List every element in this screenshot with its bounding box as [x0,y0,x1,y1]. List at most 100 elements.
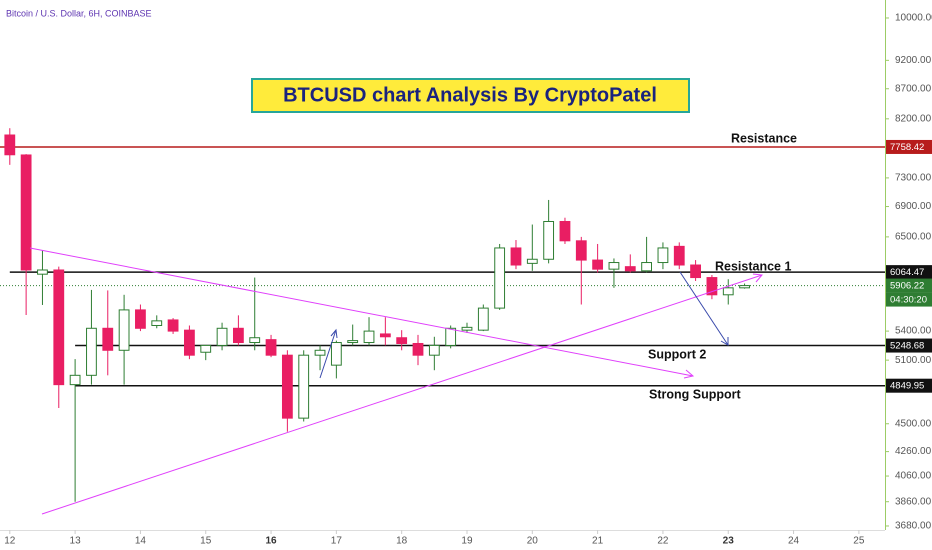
candle-body [265,339,277,356]
candle-body [575,240,587,261]
trend-arrow-head [752,273,763,283]
price-label: 5906.22 [890,281,924,292]
y-tick-label: 6900.00 [895,201,932,212]
x-tick-label: 18 [396,536,408,547]
candle-body [510,247,522,266]
candle-body [494,247,506,309]
x-tick-label: 24 [788,536,800,547]
y-tick-label: 3680.00 [895,521,932,532]
y-tick-label: 8200.00 [895,113,932,124]
annotation: Support 2 [648,347,706,361]
price-label: 7758.42 [890,142,924,153]
x-tick-label: 14 [135,536,147,547]
trend-line [41,274,763,515]
candle-body [135,309,146,329]
chart-title: BTCUSD chart Analysis By CryptoPatel [283,84,657,106]
candle-body [363,330,375,344]
x-tick-label: 25 [853,536,865,547]
symbol-label: Bitcoin / U.S. Dollar, 6H, COINBASE [6,8,152,18]
candle-body [37,269,48,275]
candle-body [200,344,212,353]
y-tick-label: 10000.00 [895,13,932,24]
x-tick-label: 19 [461,536,473,547]
candle-body [102,327,114,351]
x-tick-label: 17 [331,536,343,547]
x-tick-label: 12 [4,536,16,547]
candle-body [526,258,538,264]
x-tick-label: 16 [265,536,277,547]
trend-line [29,247,694,377]
candle-body [118,309,130,351]
y-tick-label: 3860.00 [895,496,932,507]
candle-body [396,337,408,344]
candle-body [673,245,685,266]
x-tick-label: 22 [657,536,669,547]
price-label: 4849.95 [890,381,924,392]
candle-body [477,307,489,331]
y-tick-label: 8700.00 [895,83,932,94]
candle-body [379,333,391,338]
candle-body [445,327,457,346]
candle-body [281,354,293,419]
candle-body [53,269,65,386]
candle-body [314,349,326,356]
arrow-head [330,328,338,339]
arrow-head [720,337,729,346]
candle-body [592,259,604,270]
y-tick-label: 4260.00 [895,446,932,457]
x-tick-label: 20 [527,536,539,547]
candle-body [412,342,424,356]
price-label: 6064.47 [890,267,924,278]
trend-arrow-head [683,369,695,379]
candle-body [151,320,163,326]
candle-body [298,354,310,419]
candle-body [347,340,359,344]
price-label-box [886,338,932,353]
candle-body [4,134,16,156]
y-tick-label: 9200.00 [895,55,932,66]
arrow [319,329,337,379]
candle-body [559,220,571,242]
y-tick-label: 4060.00 [895,471,932,482]
y-tick-label: 7300.00 [895,173,932,184]
x-tick-label: 15 [200,536,212,547]
x-tick-label: 21 [592,536,604,547]
candle-body [20,154,32,271]
candle-body [461,326,473,331]
candle-body [216,327,228,346]
candle-body [706,277,718,296]
candle-body [167,319,179,332]
y-tick-label: 4500.00 [895,418,932,429]
candle-body [543,220,555,260]
y-tick-label: 5100.00 [895,355,932,366]
candle-body [641,262,653,272]
candle-body [657,247,669,264]
candle-body [739,285,750,289]
candle-body [69,374,81,386]
arrow [679,271,729,346]
x-tick-label: 23 [723,536,735,547]
candle-body [232,327,244,344]
candle-body [722,287,734,296]
candle-body [428,344,440,356]
y-tick-label: 6500.00 [895,232,932,243]
plot [0,128,885,502]
countdown-box [886,292,932,307]
candle-body [690,264,701,279]
price-label-box [886,378,932,393]
title-box [251,78,690,113]
annotation: Strong Support [649,387,741,401]
candle-body [330,342,342,366]
candle-body [624,266,636,272]
price-label: 5248.68 [890,341,924,352]
y-tick-label: 5400.00 [895,326,932,337]
price-label-box [886,139,932,154]
candle-body [608,262,620,270]
x-tick-label: 13 [70,536,82,547]
candle-body [86,327,97,376]
price-label-box [886,265,932,280]
candle-body [184,329,195,356]
annotation: Resistance [731,131,797,145]
candle-body [249,337,261,344]
